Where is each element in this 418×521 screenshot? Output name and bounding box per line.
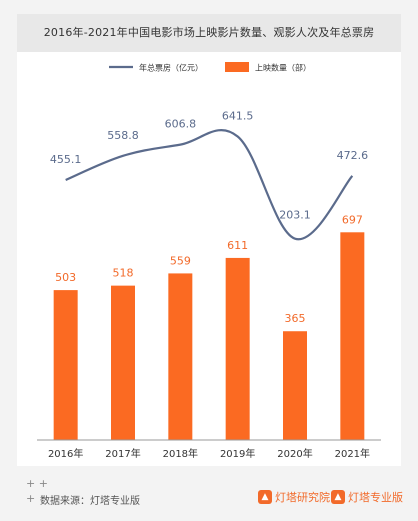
logo-research: ▲ 灯塔研究院 <box>258 487 330 507</box>
title-bar: 2016年-2021年中国电影市场上映影片数量、观影人次及年总票房 <box>17 14 401 52</box>
lighthouse-pro-logo-icon: ▲ <box>331 490 345 504</box>
logo-pro-label: 灯塔专业版 <box>348 491 403 504</box>
footer-decoration-plus: + + <box>26 477 48 490</box>
x-tick-label-4: 2020年 <box>277 447 312 460</box>
bar-label-0: 503 <box>55 271 76 284</box>
line-label-3: 641.5 <box>222 110 254 123</box>
bar-3 <box>225 257 250 440</box>
logo-research-label: 灯塔研究院 <box>275 491 330 504</box>
line-label-4: 203.1 <box>279 209 311 222</box>
line-label-5: 472.6 <box>337 149 369 162</box>
data-source: 数据来源：灯塔专业版 <box>40 496 140 507</box>
boxoffice-line <box>65 129 354 241</box>
bar-0 <box>53 290 78 440</box>
x-tick-label-2: 2018年 <box>163 447 198 460</box>
x-tick-label-5: 2021年 <box>335 447 370 460</box>
bar-label-2: 559 <box>170 254 191 267</box>
bar-5 <box>340 232 365 440</box>
chart-svg: 年总票房（亿元） 上映数量（部） 503 2016年 518 2017年 559 2018年 6… <box>37 62 381 460</box>
legend-label-releases: 上映数量（部） <box>255 63 311 73</box>
bar-label-5: 697 <box>342 213 363 226</box>
x-tick-label-1: 2017年 <box>105 447 140 460</box>
bar-4 <box>283 331 307 440</box>
lighthouse-logo-icon: ▲ <box>258 490 272 504</box>
bar-2 <box>168 273 193 440</box>
legend-label-boxoffice: 年总票房（亿元） <box>139 63 203 73</box>
bar-1 <box>111 285 135 440</box>
line-label-1: 558.8 <box>107 129 139 142</box>
x-tick-label-3: 2019年 <box>220 447 255 460</box>
line-label-0: 455.1 <box>50 153 82 166</box>
chart-card: 2016年-2021年中国电影市场上映影片数量、观影人次及年总票房 年总票房（亿… <box>17 14 401 466</box>
footer-decoration-plus-2: + <box>26 492 36 505</box>
logo-pro: ▲ 灯塔专业版 <box>331 487 403 507</box>
chart-title: 2016年-2021年中国电影市场上映影片数量、观影人次及年总票房 <box>43 26 375 39</box>
x-tick-label-0: 2016年 <box>48 447 83 460</box>
legend-bar-swatch <box>225 62 249 72</box>
line-label-2: 606.8 <box>165 118 197 131</box>
bar-label-4: 365 <box>285 312 306 325</box>
bar-label-1: 518 <box>113 267 134 280</box>
bar-label-3: 611 <box>227 239 248 252</box>
